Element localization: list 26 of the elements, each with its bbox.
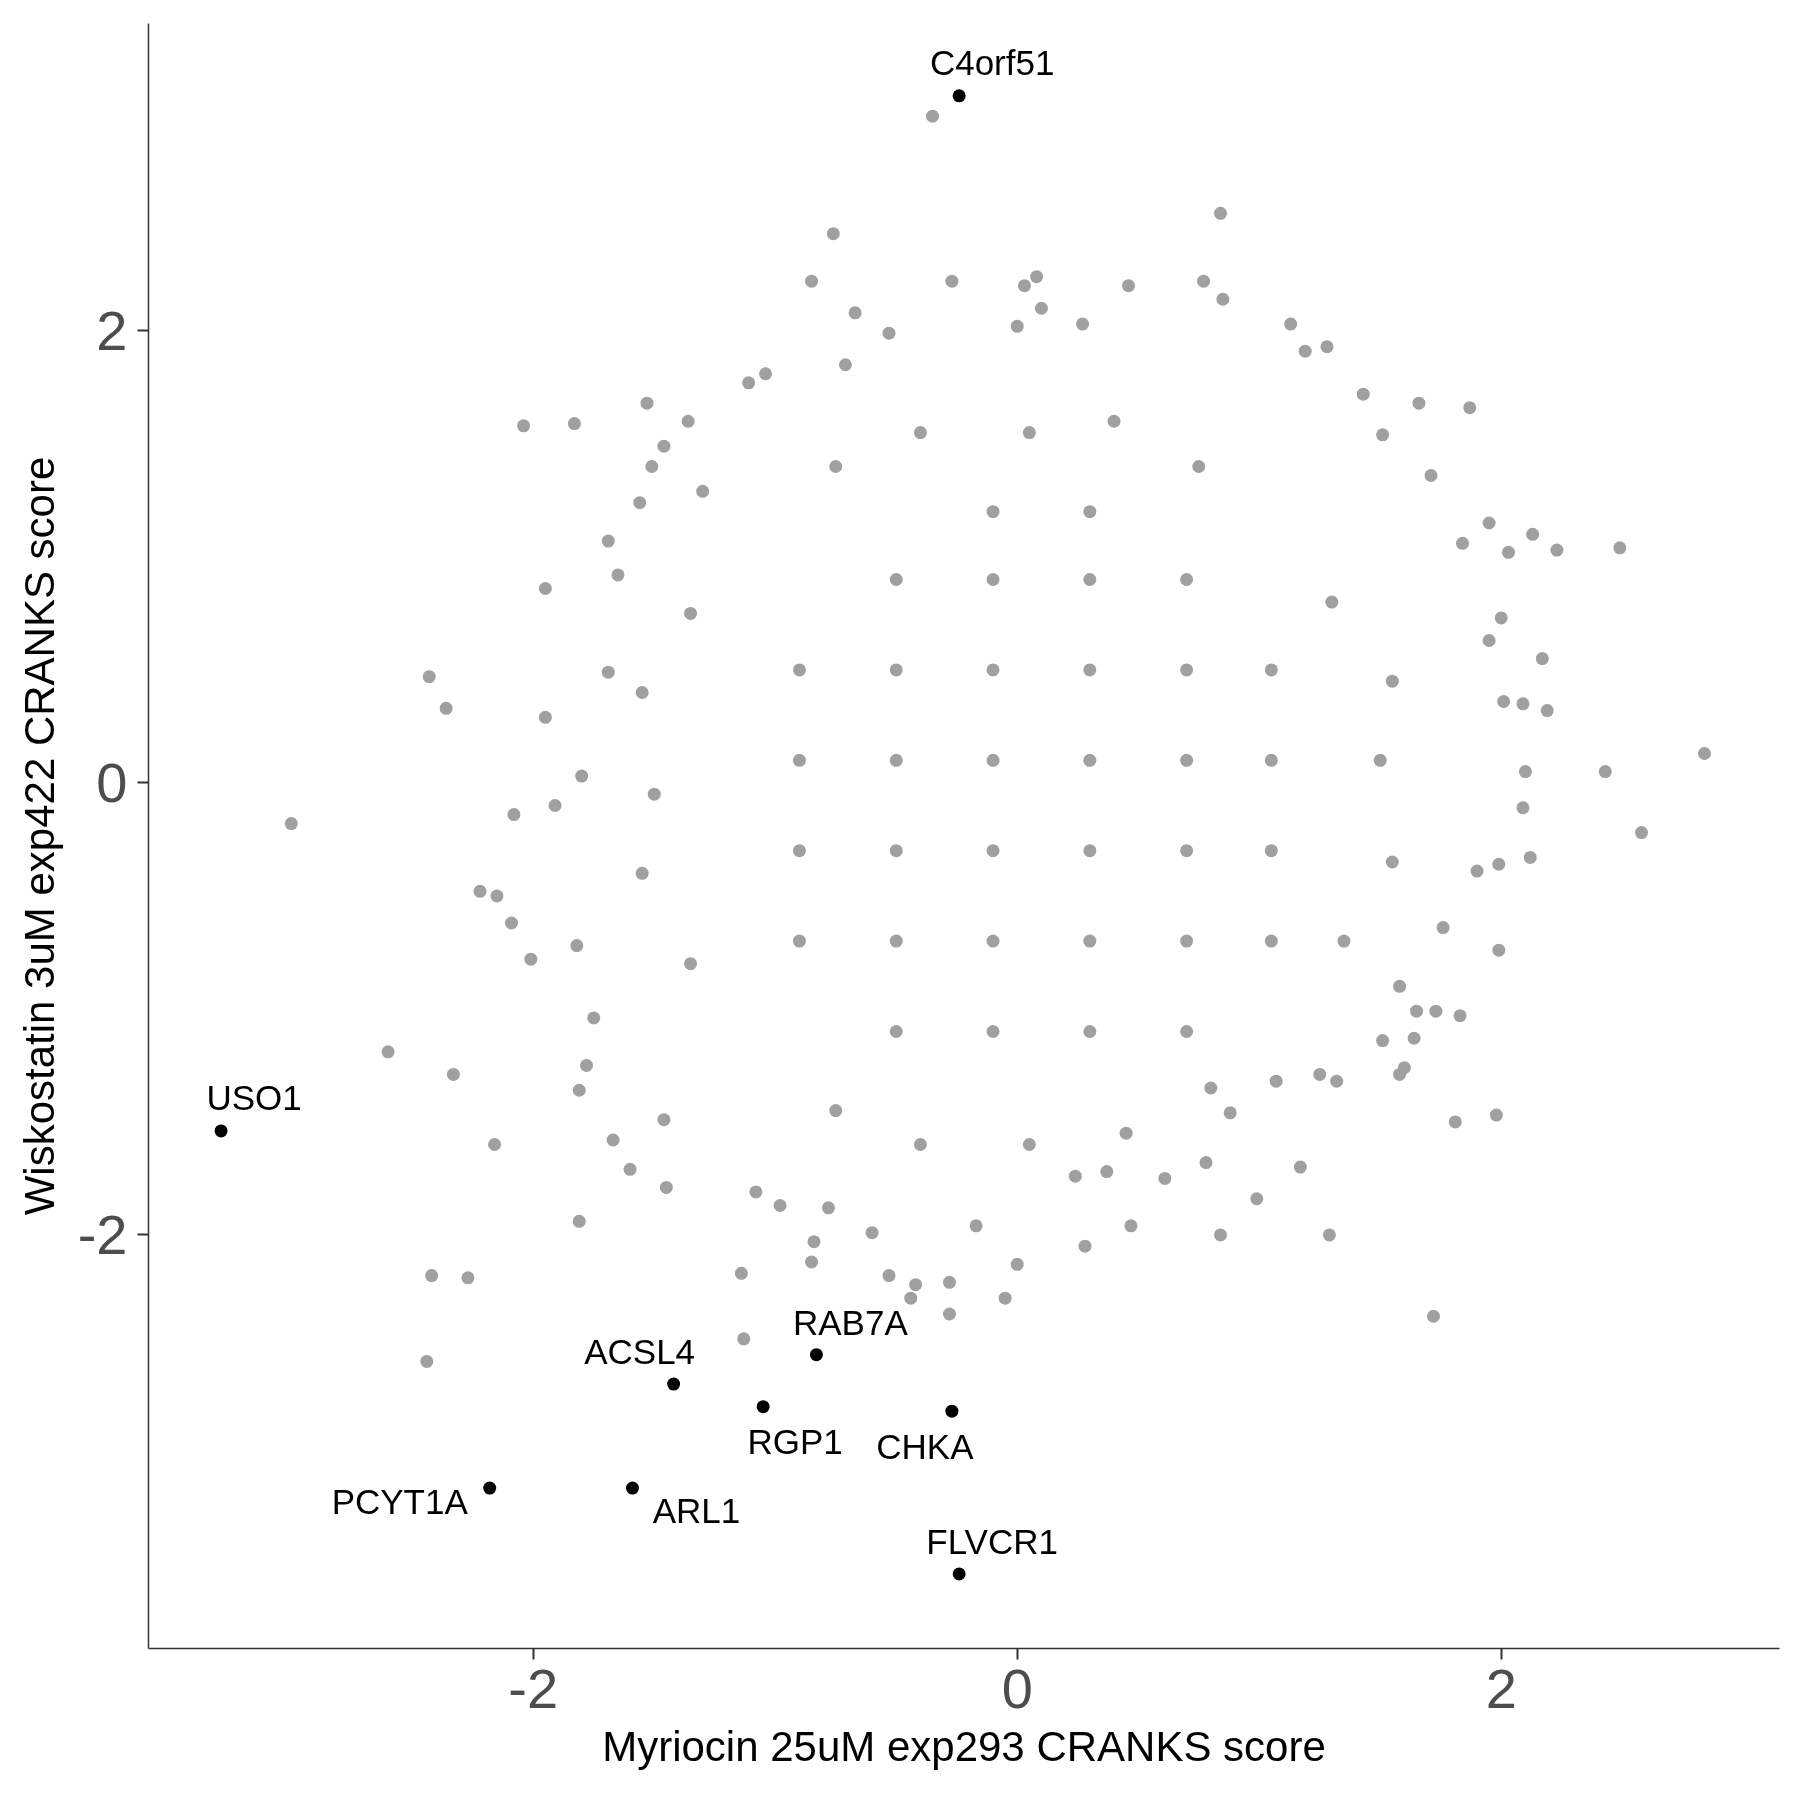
annotation: FLVCR1 xyxy=(926,1522,1058,1562)
point xyxy=(214,1124,228,1138)
point xyxy=(952,89,966,103)
annotation: ACSL4 xyxy=(584,1331,696,1371)
annotation: RGP1 xyxy=(747,1422,843,1462)
point xyxy=(809,1348,823,1362)
point xyxy=(667,1377,681,1391)
annotation: CHKA xyxy=(876,1426,975,1466)
y-tick-label: 0 xyxy=(96,750,128,814)
point xyxy=(945,1404,959,1418)
annotation: ARL1 xyxy=(652,1490,741,1530)
point xyxy=(625,1481,639,1495)
x-tick-label: -2 xyxy=(508,1656,559,1720)
x-tick-label: 0 xyxy=(1001,1656,1033,1720)
point xyxy=(952,1567,966,1581)
x-tick-label: 2 xyxy=(1485,1656,1517,1720)
x-axis-title: Myriocin 25uM exp293 CRANKS score xyxy=(602,1722,1326,1770)
y-tick-label: 2 xyxy=(96,298,128,362)
point xyxy=(756,1400,770,1414)
point xyxy=(483,1481,497,1495)
y-axis-title: Wiskostatin 3uM exp422 CRANKS score xyxy=(15,456,63,1216)
y-tick-label: -2 xyxy=(77,1202,128,1266)
annotation: C4orf51 xyxy=(929,43,1055,83)
annotation: USO1 xyxy=(206,1078,302,1118)
annotation: PCYT1A xyxy=(331,1481,469,1521)
annotation: RAB7A xyxy=(793,1303,909,1343)
